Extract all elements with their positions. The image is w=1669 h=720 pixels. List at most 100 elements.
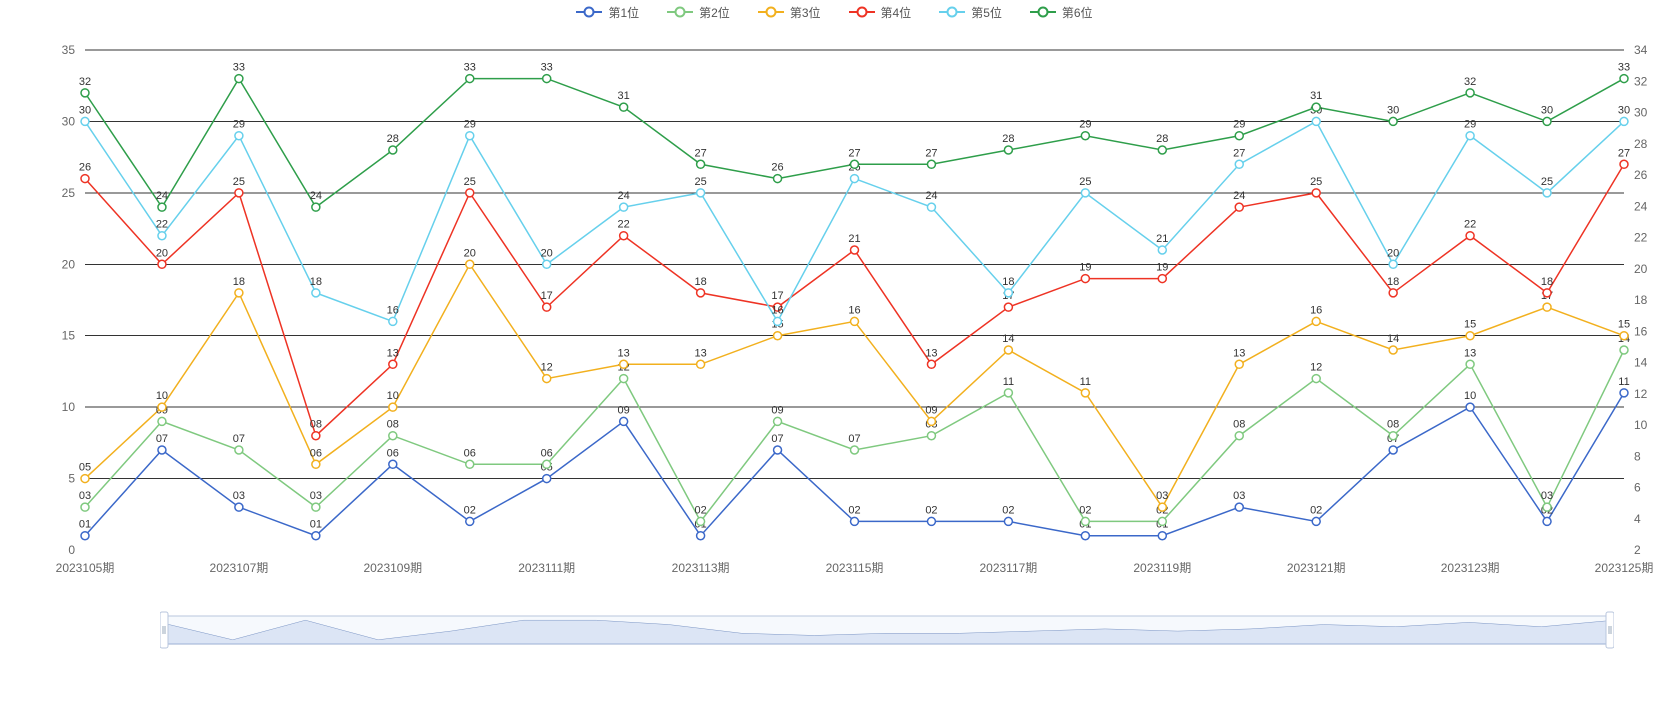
data-point[interactable] [1620,117,1628,125]
data-point[interactable] [543,460,551,468]
data-point[interactable] [158,232,166,240]
data-point[interactable] [1543,303,1551,311]
data-point[interactable] [851,246,859,254]
data-point[interactable] [389,432,397,440]
data-point[interactable] [543,375,551,383]
data-point[interactable] [1312,117,1320,125]
data-point[interactable] [312,203,320,211]
data-point[interactable] [1389,446,1397,454]
data-point[interactable] [1620,160,1628,168]
data-point[interactable] [389,403,397,411]
data-point[interactable] [158,446,166,454]
legend-item[interactable]: 第3位 [758,4,821,21]
data-point[interactable] [851,517,859,525]
data-point[interactable] [1158,517,1166,525]
legend-item[interactable]: 第5位 [939,4,1002,21]
data-point[interactable] [1620,346,1628,354]
data-point[interactable] [543,475,551,483]
data-point[interactable] [1158,503,1166,511]
data-point[interactable] [81,117,89,125]
data-point[interactable] [1235,132,1243,140]
data-point[interactable] [81,475,89,483]
data-point[interactable] [927,417,935,425]
data-point[interactable] [389,146,397,154]
legend-item[interactable]: 第2位 [667,4,730,21]
data-point[interactable] [1235,503,1243,511]
data-point[interactable] [927,360,935,368]
data-point[interactable] [312,289,320,297]
data-point[interactable] [697,160,705,168]
data-point[interactable] [620,203,628,211]
data-point[interactable] [1081,389,1089,397]
data-point[interactable] [1158,275,1166,283]
data-point[interactable] [1004,146,1012,154]
zoom-scrollbar[interactable] [160,610,1614,650]
data-point[interactable] [851,446,859,454]
data-point[interactable] [466,189,474,197]
data-point[interactable] [1004,289,1012,297]
data-point[interactable] [1235,432,1243,440]
data-point[interactable] [1235,160,1243,168]
data-point[interactable] [1389,117,1397,125]
data-point[interactable] [466,260,474,268]
data-point[interactable] [697,517,705,525]
data-point[interactable] [927,160,935,168]
data-point[interactable] [774,446,782,454]
data-point[interactable] [1543,117,1551,125]
data-point[interactable] [158,260,166,268]
data-point[interactable] [1081,189,1089,197]
data-point[interactable] [1543,503,1551,511]
data-point[interactable] [774,417,782,425]
data-point[interactable] [851,160,859,168]
data-point[interactable] [1081,275,1089,283]
data-point[interactable] [235,189,243,197]
data-point[interactable] [697,289,705,297]
data-point[interactable] [1466,360,1474,368]
data-point[interactable] [1312,375,1320,383]
data-point[interactable] [389,460,397,468]
data-point[interactable] [620,360,628,368]
zoom-handle-left[interactable] [160,612,168,648]
data-point[interactable] [1312,517,1320,525]
data-point[interactable] [774,317,782,325]
data-point[interactable] [697,532,705,540]
data-point[interactable] [1235,203,1243,211]
data-point[interactable] [466,517,474,525]
data-point[interactable] [1543,517,1551,525]
data-point[interactable] [1466,403,1474,411]
data-point[interactable] [1158,532,1166,540]
data-point[interactable] [851,175,859,183]
data-point[interactable] [466,460,474,468]
data-point[interactable] [312,503,320,511]
data-point[interactable] [620,103,628,111]
legend-item[interactable]: 第1位 [576,4,639,21]
data-point[interactable] [158,403,166,411]
data-point[interactable] [927,203,935,211]
data-point[interactable] [1620,389,1628,397]
data-point[interactable] [1466,132,1474,140]
data-point[interactable] [543,260,551,268]
data-point[interactable] [235,75,243,83]
legend-item[interactable]: 第6位 [1030,4,1093,21]
data-point[interactable] [466,75,474,83]
data-point[interactable] [235,132,243,140]
data-point[interactable] [1466,232,1474,240]
data-point[interactable] [158,417,166,425]
data-point[interactable] [1543,289,1551,297]
data-point[interactable] [389,360,397,368]
data-point[interactable] [1466,89,1474,97]
data-point[interactable] [1081,532,1089,540]
data-point[interactable] [81,89,89,97]
data-point[interactable] [1235,360,1243,368]
data-point[interactable] [543,75,551,83]
data-point[interactable] [312,432,320,440]
data-point[interactable] [1081,132,1089,140]
data-point[interactable] [81,175,89,183]
data-point[interactable] [1389,432,1397,440]
data-point[interactable] [312,460,320,468]
data-point[interactable] [389,317,397,325]
data-point[interactable] [1389,260,1397,268]
data-point[interactable] [1543,189,1551,197]
data-point[interactable] [466,132,474,140]
data-point[interactable] [81,503,89,511]
